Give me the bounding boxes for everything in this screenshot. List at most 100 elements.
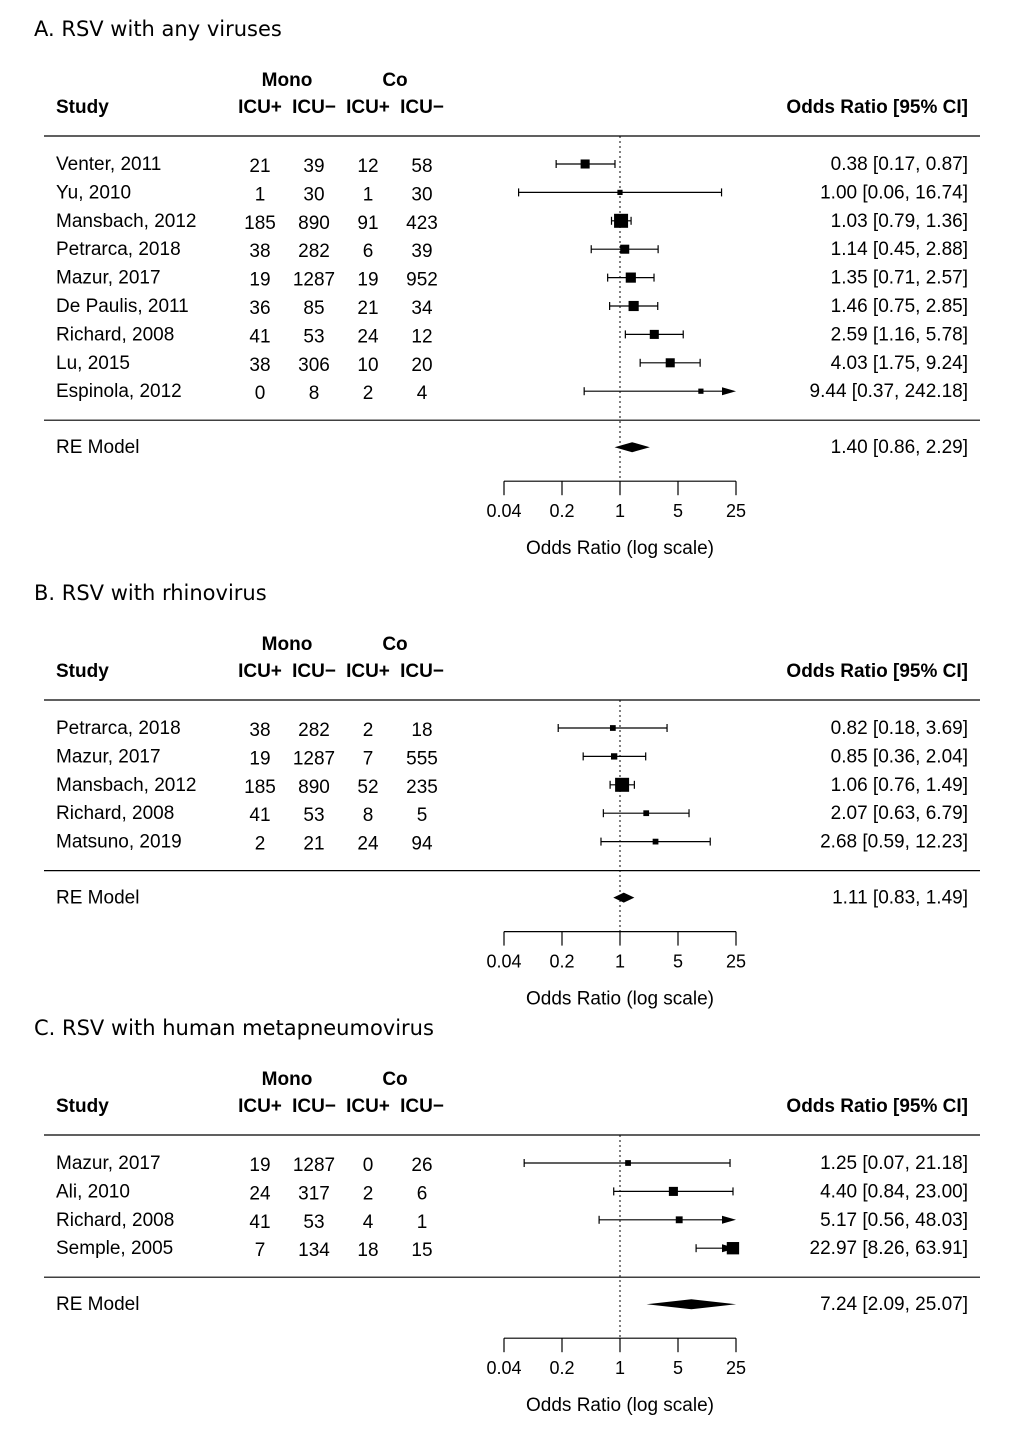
mono-icu-pos-value: 41	[249, 805, 270, 826]
x-tick-label: 0.2	[549, 952, 574, 972]
co-icu-pos-value: 10	[357, 355, 378, 376]
mono-icu-pos-value: 21	[249, 156, 270, 177]
mono-icu-neg-value: 8	[309, 383, 320, 404]
mono-icu-pos-value: 19	[249, 270, 270, 291]
summary-diamond	[646, 1299, 737, 1310]
odds-ratio-ci-label: 1.06 [0.76, 1.49]	[831, 775, 968, 796]
header-odds-ratio: Odds Ratio [95% CI]	[786, 1096, 968, 1117]
co-icu-neg-value: 15	[411, 1240, 432, 1261]
co-icu-pos-value: 2	[363, 1183, 374, 1204]
panel-title: B. RSV with rhinovirus	[34, 581, 267, 605]
co-icu-neg-value: 39	[411, 241, 432, 262]
study-name: Petrarca, 2018	[56, 718, 181, 739]
x-tick-label: 5	[673, 1358, 683, 1378]
co-icu-neg-value: 34	[411, 298, 433, 319]
summary-name: RE Model	[56, 437, 139, 458]
mono-icu-neg-value: 134	[298, 1240, 330, 1261]
x-tick-label: 1	[615, 1358, 625, 1378]
mono-icu-neg-value: 890	[298, 213, 330, 234]
header-mono-icu-neg: ICU−	[292, 661, 336, 682]
point-estimate	[675, 1216, 683, 1224]
co-icu-pos-value: 7	[363, 748, 374, 769]
co-icu-neg-value: 235	[406, 777, 438, 798]
point-estimate	[614, 213, 629, 228]
header-odds-ratio: Odds Ratio [95% CI]	[786, 97, 968, 118]
mono-icu-pos-value: 185	[244, 777, 276, 798]
x-tick-label: 0.2	[549, 501, 574, 521]
co-icu-pos-value: 6	[363, 241, 374, 262]
ci-arrow	[722, 1215, 736, 1224]
mono-icu-neg-value: 53	[303, 805, 324, 826]
header-mono-icu-pos: ICU+	[238, 97, 282, 118]
co-icu-neg-value: 58	[411, 156, 432, 177]
odds-ratio-ci-label: 1.46 [0.75, 2.85]	[831, 296, 968, 317]
co-icu-pos-value: 1	[363, 184, 374, 205]
header-mono-icu-neg: ICU−	[292, 1096, 336, 1117]
odds-ratio-ci-label: 4.03 [1.75, 9.24]	[831, 353, 968, 374]
co-icu-pos-value: 18	[357, 1240, 378, 1261]
study-name: Mazur, 2017	[56, 268, 161, 289]
summary-ci-label: 1.40 [0.86, 2.29]	[831, 437, 968, 458]
co-icu-neg-value: 952	[406, 270, 438, 291]
odds-ratio-ci-label: 0.38 [0.17, 0.87]	[831, 154, 968, 175]
ci-arrow	[722, 387, 736, 396]
co-icu-neg-value: 26	[411, 1155, 432, 1176]
header-mono: Mono	[262, 634, 313, 655]
odds-ratio-ci-label: 0.85 [0.36, 2.04]	[831, 746, 968, 767]
mono-icu-neg-value: 317	[298, 1183, 330, 1204]
point-estimate	[609, 725, 616, 731]
mono-icu-neg-value: 53	[303, 326, 324, 347]
x-tick-label: 1	[615, 501, 625, 521]
point-estimate	[643, 810, 650, 817]
point-estimate	[668, 1186, 678, 1196]
point-estimate	[628, 300, 639, 312]
co-icu-neg-value: 555	[406, 748, 438, 769]
co-icu-neg-value: 1	[417, 1212, 428, 1233]
study-name: Richard, 2008	[56, 1210, 174, 1231]
header-co-icu-pos: ICU+	[346, 97, 390, 118]
study-name: Mansbach, 2012	[56, 211, 197, 232]
co-icu-pos-value: 2	[363, 720, 374, 741]
header-mono: Mono	[262, 70, 313, 91]
header-study: Study	[56, 97, 109, 118]
co-icu-neg-value: 30	[411, 184, 432, 205]
co-icu-pos-value: 24	[357, 834, 379, 855]
x-axis-label: Odds Ratio (log scale)	[526, 989, 714, 1010]
co-icu-pos-value: 0	[363, 1155, 374, 1176]
study-name: Semple, 2005	[56, 1238, 173, 1259]
co-icu-pos-value: 4	[363, 1212, 374, 1233]
point-estimate	[726, 1242, 740, 1255]
mono-icu-neg-value: 53	[303, 1212, 324, 1233]
header-mono-icu-neg: ICU−	[292, 97, 336, 118]
mono-icu-pos-value: 19	[249, 1155, 270, 1176]
x-tick-label: 0.04	[486, 501, 521, 521]
mono-icu-pos-value: 2	[255, 834, 266, 855]
mono-icu-neg-value: 21	[303, 834, 324, 855]
odds-ratio-ci-label: 2.59 [1.16, 5.78]	[831, 324, 968, 345]
mono-icu-pos-value: 7	[255, 1240, 266, 1261]
summary-name: RE Model	[56, 1294, 139, 1315]
odds-ratio-ci-label: 2.07 [0.63, 6.79]	[831, 803, 968, 824]
mono-icu-pos-value: 24	[249, 1183, 271, 1204]
point-estimate	[617, 189, 623, 195]
mono-icu-neg-value: 39	[303, 156, 324, 177]
mono-icu-pos-value: 38	[249, 355, 270, 376]
mono-icu-pos-value: 41	[249, 326, 270, 347]
study-name: De Paulis, 2011	[56, 296, 189, 317]
mono-icu-neg-value: 306	[298, 355, 330, 376]
point-estimate	[652, 838, 659, 845]
study-name: Mansbach, 2012	[56, 775, 197, 796]
summary-diamond	[613, 892, 635, 903]
odds-ratio-ci-label: 1.14 [0.45, 2.88]	[831, 239, 968, 260]
mono-icu-pos-value: 0	[255, 383, 266, 404]
study-name: Venter, 2011	[56, 154, 161, 175]
header-odds-ratio: Odds Ratio [95% CI]	[786, 661, 968, 682]
odds-ratio-ci-label: 1.00 [0.06, 16.74]	[820, 182, 968, 203]
odds-ratio-ci-label: 1.03 [0.79, 1.36]	[831, 211, 968, 232]
header-co-icu-neg: ICU−	[400, 1096, 444, 1117]
header-co-icu-neg: ICU−	[400, 97, 444, 118]
summary-ci-label: 7.24 [2.09, 25.07]	[820, 1294, 968, 1315]
header-co: Co	[382, 634, 407, 655]
mono-icu-neg-value: 890	[298, 777, 330, 798]
